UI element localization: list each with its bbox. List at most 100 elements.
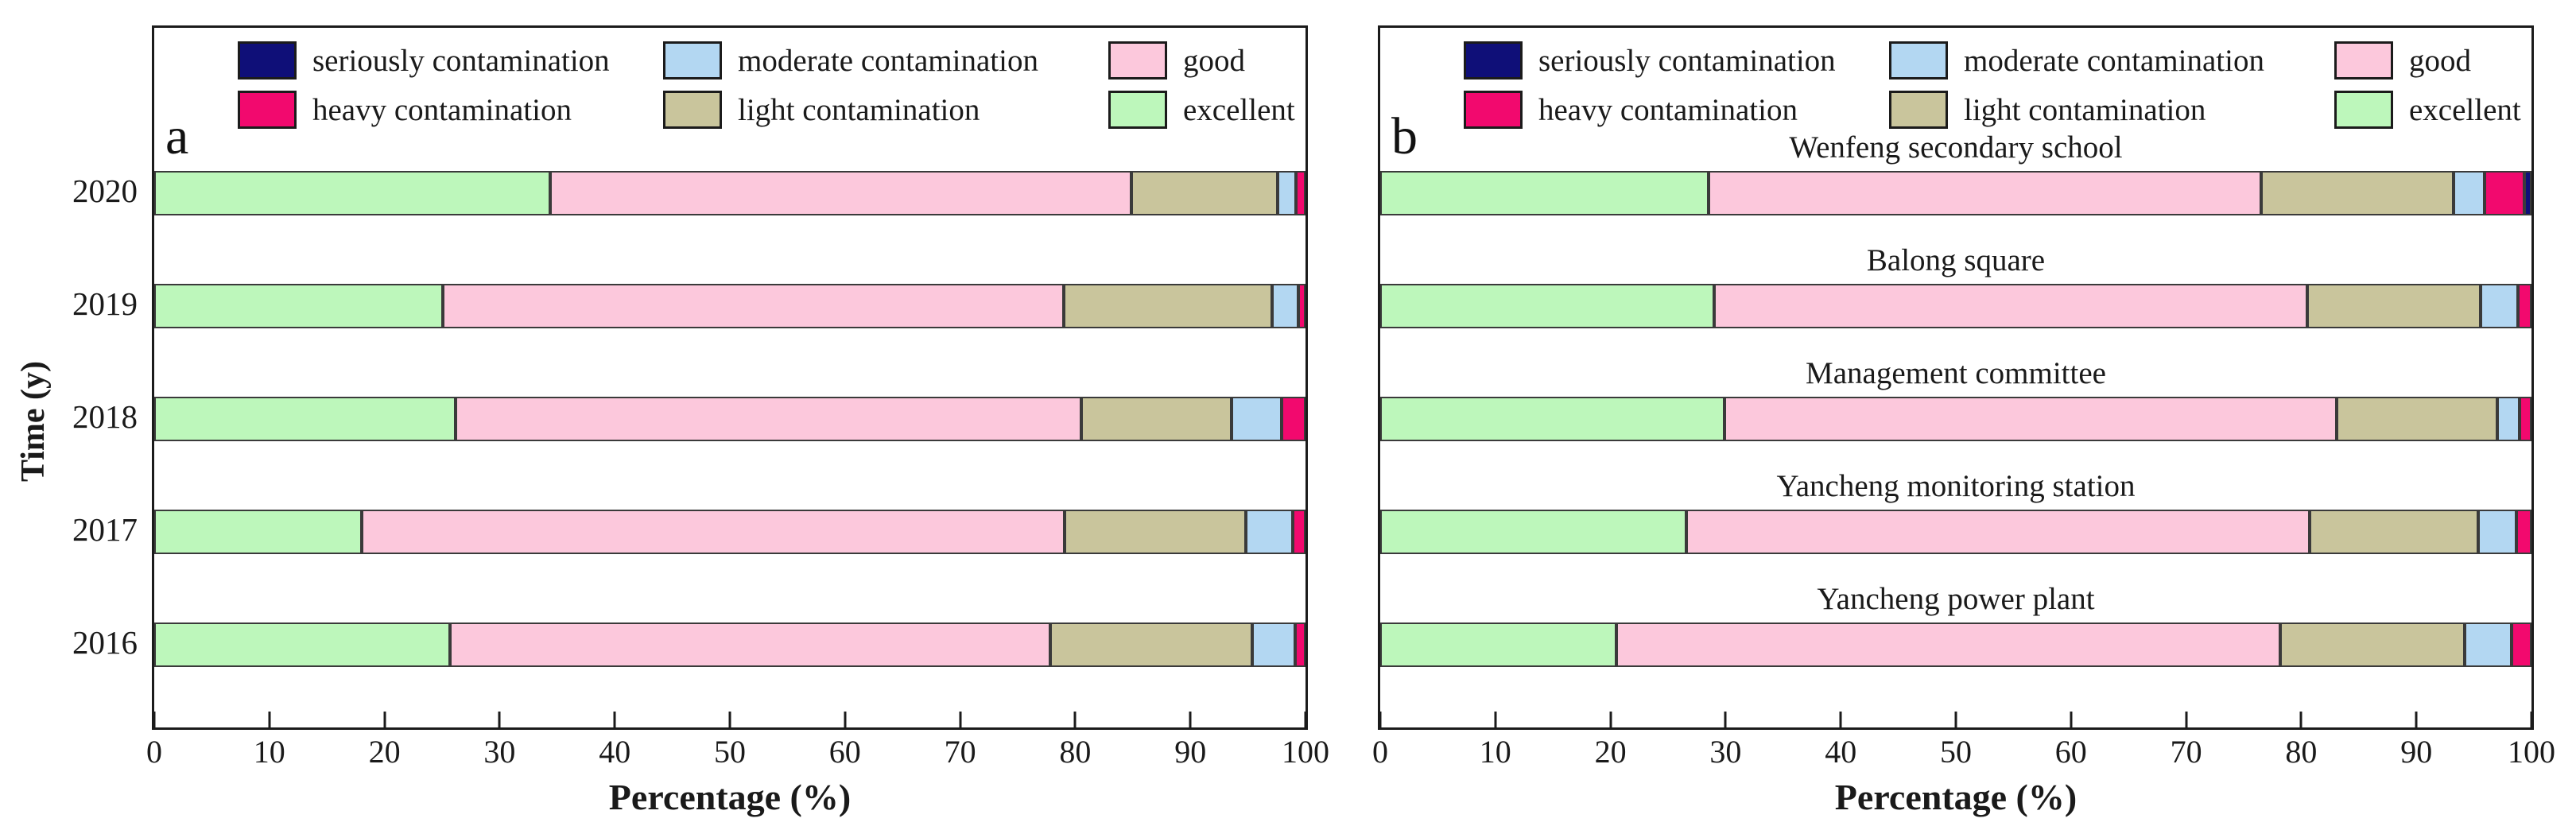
bar-row: [154, 284, 1305, 328]
bar-segment-moderate-contamination: [2478, 510, 2517, 554]
x-tick-label: 30: [1709, 734, 1742, 770]
x-tick: [1494, 712, 1497, 727]
legend-label: light contamination: [738, 92, 980, 127]
legend-label: light contamination: [1964, 92, 2206, 127]
x-tick-label: 80: [1059, 734, 1092, 770]
bar-segment-excellent: [1380, 510, 1687, 554]
x-tick-label: 80: [2285, 734, 2318, 770]
bar-segment-moderate-contamination: [1245, 510, 1294, 554]
bar-segment-excellent: [154, 622, 451, 667]
x-tick: [2185, 712, 2188, 727]
bar-segment-light-contamination: [2306, 284, 2481, 328]
x-tick: [498, 712, 501, 727]
bar-segment-excellent: [154, 397, 456, 441]
bar-row: [1380, 284, 2531, 328]
light-contamination-swatch-icon: [1889, 91, 1948, 129]
bar-segment-heavy-contamination: [2516, 510, 2531, 554]
panel-b-legend: seriously contamination moderate contamin…: [1380, 28, 2531, 147]
year-label: 2019: [72, 285, 138, 322]
legend-item: excellent: [1108, 88, 1295, 131]
legend-label: heavy contamination: [1538, 92, 1798, 127]
x-tick-label: 40: [599, 734, 631, 770]
x-tick: [1379, 712, 1382, 727]
x-tick: [383, 712, 386, 727]
bar-segment-excellent: [154, 284, 444, 328]
x-tick-label: 10: [1479, 734, 1511, 770]
site-label: Management committee: [1806, 356, 2106, 390]
bar-segment-moderate-contamination: [1278, 171, 1297, 215]
legend-item: heavy contamination: [1464, 88, 1798, 131]
bar-segment-good: [1713, 284, 2307, 328]
excellent-swatch-icon: [2334, 91, 2393, 129]
bar-segment-light-contamination: [2260, 171, 2454, 215]
bar-segment-excellent: [1380, 284, 1714, 328]
bar-row: [1380, 397, 2531, 441]
bar-segment-light-contamination: [1049, 622, 1253, 667]
bar-segment-good: [450, 622, 1050, 667]
bar-segment-excellent: [1380, 397, 1724, 441]
x-tick-label: 100: [1282, 734, 1329, 770]
x-tick: [2299, 712, 2302, 727]
year-label: 2018: [72, 398, 138, 435]
x-tick-label: 70: [944, 734, 976, 770]
year-label: 2016: [72, 624, 138, 661]
bar-segment-good: [361, 510, 1065, 554]
x-tick-label: 10: [253, 734, 285, 770]
x-tick-label: 20: [368, 734, 401, 770]
bar-segment-moderate-contamination: [2481, 284, 2518, 328]
panel-a-letter: a: [165, 107, 189, 165]
bar-segment-good: [1616, 622, 2281, 667]
bar-row: [154, 622, 1305, 667]
bar-segment-good: [443, 284, 1064, 328]
bar-segment-excellent: [154, 510, 362, 554]
bar-segment-moderate-contamination: [2464, 622, 2512, 667]
moderate-contamination-swatch-icon: [1889, 41, 1948, 80]
x-tick-label: 30: [483, 734, 516, 770]
legend-label: excellent: [2409, 92, 2521, 127]
year-label: 2017: [72, 511, 138, 548]
legend-label: seriously contamination: [1538, 43, 1836, 78]
x-tick-label: 70: [2170, 734, 2202, 770]
legend-item: light contamination: [663, 88, 980, 131]
x-tick-label: 50: [714, 734, 746, 770]
legend-label: moderate contamination: [1964, 43, 2264, 78]
x-tick-label: 90: [1174, 734, 1207, 770]
heavy-contamination-swatch-icon: [238, 91, 297, 129]
legend-label: excellent: [1183, 92, 1295, 127]
heavy-contamination-swatch-icon: [1464, 91, 1523, 129]
bar-row: [154, 397, 1305, 441]
bar-row: [1380, 622, 2531, 667]
legend-item: moderate contamination: [663, 39, 1038, 82]
x-tick: [844, 712, 847, 727]
panel-a-x-axis-title: Percentage (%): [608, 777, 852, 817]
good-swatch-icon: [2334, 41, 2393, 80]
legend-label: good: [1183, 43, 1245, 78]
legend-item: good: [2334, 39, 2471, 82]
bar-row: [154, 171, 1305, 215]
site-label: Wenfeng secondary school: [1789, 130, 2123, 165]
bar-segment-good: [456, 397, 1081, 441]
bar-segment-moderate-contamination: [1232, 397, 1282, 441]
panel-a-legend: seriously contamination moderate contamin…: [154, 28, 1305, 147]
bar-segment-excellent: [1380, 622, 1616, 667]
legend-item: heavy contamination: [238, 88, 572, 131]
site-label: Yancheng power plant: [1817, 582, 2095, 616]
x-tick-label: 90: [2400, 734, 2433, 770]
x-tick: [153, 712, 156, 727]
bar-segment-heavy-contamination: [1298, 284, 1305, 328]
legend-label: seriously contamination: [312, 43, 610, 78]
panel-b-plot-box: seriously contamination moderate contamin…: [1378, 25, 2534, 730]
bar-segment-seriously-contamination: [2524, 171, 2531, 215]
x-tick-label: 60: [828, 734, 861, 770]
bar-segment-excellent: [154, 171, 551, 215]
legend-label: good: [2409, 43, 2471, 78]
legend-label: heavy contamination: [312, 92, 572, 127]
x-tick-label: 0: [1372, 734, 1388, 770]
legend-label: moderate contamination: [738, 43, 1038, 78]
bar-segment-good: [1724, 397, 2337, 441]
legend-item: moderate contamination: [1889, 39, 2264, 82]
x-tick: [613, 712, 616, 727]
bar-segment-light-contamination: [2337, 397, 2497, 441]
bar-segment-heavy-contamination: [2520, 397, 2531, 441]
